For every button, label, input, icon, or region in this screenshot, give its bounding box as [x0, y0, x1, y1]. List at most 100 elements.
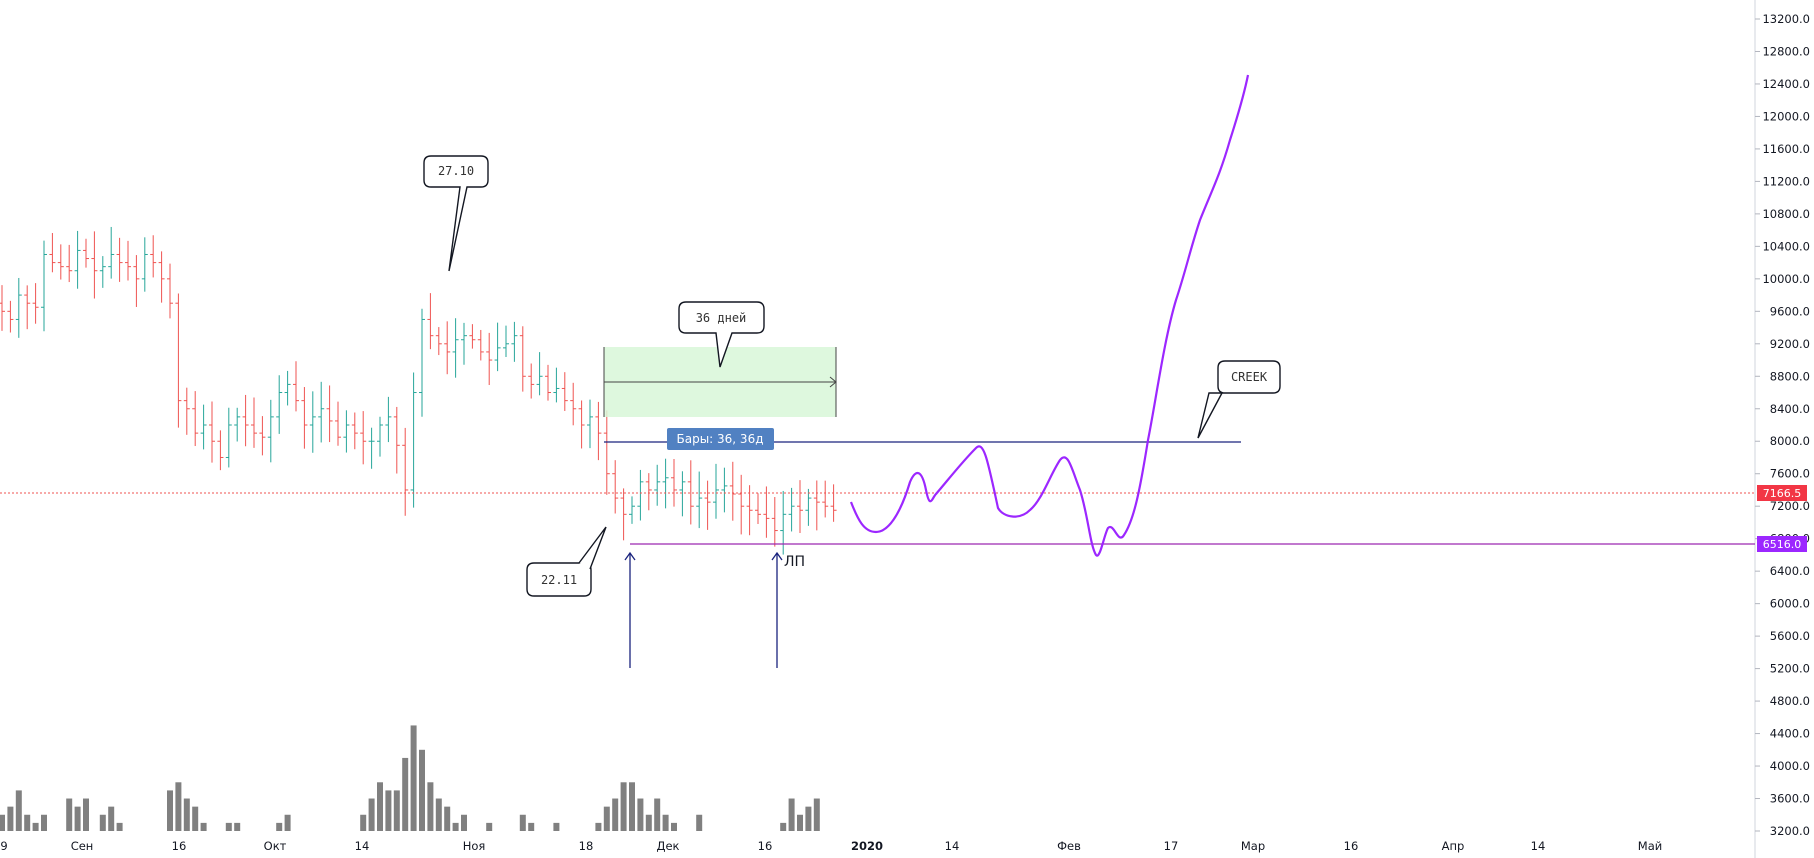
time-tick-label: 9: [0, 839, 7, 853]
price-tick-label: 4800.0: [1770, 694, 1810, 708]
price-tick-label: 4000.0: [1770, 759, 1810, 773]
ohlc-bar: [687, 460, 694, 525]
callout-36-days[interactable]: 36 дней: [678, 301, 765, 368]
callout-creek-text: CREEK: [1231, 370, 1268, 384]
ohlc-bar: [242, 394, 249, 447]
volume-bar: [410, 725, 417, 831]
ohlc-bar: [293, 361, 299, 412]
volume-bar: [461, 814, 467, 831]
plot-area[interactable]: [0, 0, 1755, 858]
ohlc-bar: [637, 469, 644, 521]
price-tick-label: 12400.0: [1762, 77, 1810, 91]
volume-bar: [603, 806, 610, 831]
price-tick-label: 7200.0: [1770, 499, 1810, 513]
volume-bar: [99, 814, 106, 831]
volume-bar: [116, 822, 123, 831]
ohlc-bar: [41, 240, 47, 332]
ohlc-bar: [301, 387, 308, 449]
volume-bar: [66, 798, 73, 831]
ohlc-bar: [461, 322, 467, 365]
ohlc-bar: [679, 471, 686, 517]
time-tick-label: 14: [355, 839, 370, 853]
volume-bar: [7, 806, 14, 831]
ohlc-bar: [309, 391, 316, 453]
ohlc-bar: [645, 473, 652, 511]
ohlc-bar: [419, 308, 425, 417]
ohlc-bar: [545, 364, 551, 401]
volume-bar: [83, 798, 89, 831]
time-tick-label: 14: [1531, 839, 1546, 853]
callout-2710[interactable]: 27.10: [423, 155, 489, 272]
price-tick-label: 11200.0: [1762, 174, 1810, 188]
ohlc-bar: [385, 396, 392, 443]
volume-bar: [671, 822, 677, 831]
price-tick-label: 8000.0: [1770, 434, 1810, 448]
arrow-up-1-head: [624, 551, 636, 561]
price-tick-label: 5200.0: [1770, 662, 1810, 676]
ohlc-bar: [410, 372, 417, 508]
ohlc-bar: [570, 382, 577, 426]
ohlc-bar: [536, 352, 543, 396]
ohlc-bar: [393, 406, 400, 474]
time-tick-label: 16: [172, 839, 187, 853]
ohlc-bar: [629, 496, 635, 524]
ohlc-bar: [158, 251, 165, 303]
volume-bar: [612, 798, 619, 831]
ohlc-bar: [755, 493, 761, 524]
ohlc-bar: [108, 226, 115, 279]
ohlc-bar: [183, 387, 190, 435]
ohlc-bar: [713, 463, 719, 519]
price-tick-label: 4400.0: [1770, 727, 1810, 741]
ohlc-bar: [822, 480, 829, 518]
volume-bar: [0, 814, 5, 831]
ohlc-bar: [259, 416, 266, 456]
time-tick-label: Апр: [1442, 839, 1465, 853]
volume-bar: [192, 806, 199, 831]
arrow-up-2-head: [771, 551, 783, 561]
volume-bar: [528, 822, 535, 831]
ohlc-bar: [469, 324, 476, 349]
price-tick-label: 8400.0: [1770, 402, 1810, 416]
volume-bar: [419, 749, 425, 831]
price-tick-label: 10400.0: [1762, 239, 1810, 253]
time-tick-label: 17: [1164, 839, 1179, 853]
current-price-tag-text: 7166.5: [1763, 487, 1802, 500]
ohlc-bar: [200, 404, 207, 450]
time-axis[interactable]: 9 Сен 16 Окт 14 Ноя 18 Дек 16 2020 14 Фев 17 Мар 16 Апр…: [0, 839, 1662, 853]
volume-bar: [662, 814, 669, 831]
ohlc-bar: [578, 400, 585, 449]
ohlc-bar: [175, 293, 182, 428]
ohlc-bar: [671, 458, 677, 507]
volume-bar: [393, 790, 400, 831]
time-tick-label: Сен: [71, 839, 94, 853]
callout-creek[interactable]: CREEK: [1197, 360, 1281, 439]
projection-curve[interactable]: [849, 74, 1250, 557]
price-tick-label: 3200.0: [1770, 824, 1810, 838]
ohlc-bar: [326, 385, 333, 443]
price-axis[interactable]: 13200.0 12800.0 12400.0 12000.0 11600.0 11200…: [1755, 12, 1810, 838]
volume-bar: [620, 782, 627, 831]
time-tick-label: 16: [758, 839, 773, 853]
ohlc-bar: [696, 471, 703, 529]
price-tick-label: 7600.0: [1770, 467, 1810, 481]
bars-count-label[interactable]: Бары: 36, 36д: [667, 428, 774, 450]
volume-bar: [553, 822, 560, 831]
ohlc-bar: [612, 460, 619, 514]
time-tick-label: Ноя: [463, 839, 486, 853]
price-tick-label: 5600.0: [1770, 629, 1810, 643]
ohlc-bar: [133, 255, 140, 307]
volume-bar: [805, 806, 812, 831]
ohlc-bar: [91, 231, 98, 299]
time-tick-label: 14: [945, 839, 960, 853]
ohlc-bar: [217, 430, 224, 471]
volume-bar: [225, 822, 232, 831]
ohlc-bar: [444, 321, 451, 375]
volume-bar: [696, 814, 703, 831]
ohlc-bar: [503, 325, 509, 358]
ohlc-bar: [477, 329, 484, 361]
callout-2211[interactable]: 22.11: [526, 526, 607, 597]
volume-bar: [637, 798, 644, 831]
ohlc-bar: [721, 467, 728, 513]
ohlc-bar: [368, 427, 375, 469]
